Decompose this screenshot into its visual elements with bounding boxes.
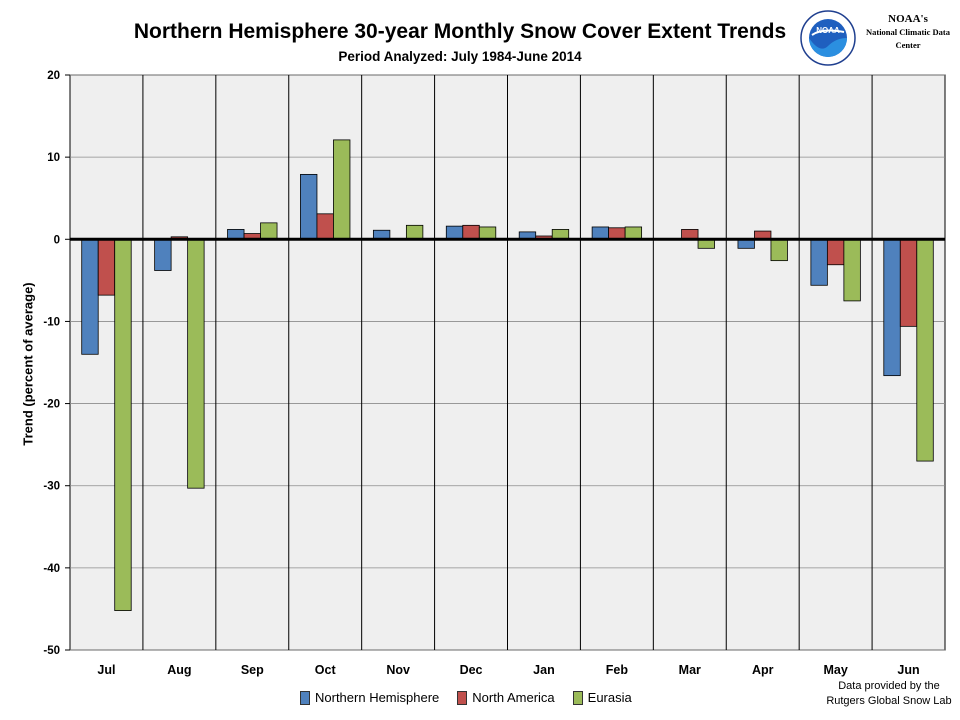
legend-swatch [457, 690, 468, 705]
legend-swatch [572, 690, 583, 705]
bar-eurasia [478, 226, 497, 240]
legend-label: Eurasia [587, 690, 632, 705]
legend-swatch [300, 690, 310, 705]
x-tick-label: Nov [386, 663, 410, 677]
bar-northern-hemisphere [445, 225, 464, 240]
y-tick-label: -20 [43, 399, 60, 411]
x-tick-label: Oct [315, 663, 337, 677]
x-tick-label: Mar [679, 663, 701, 677]
y-tick-label: -30 [43, 481, 60, 493]
org-name-line2: National Climatic Data Center [865, 27, 951, 50]
bar-eurasia [333, 139, 351, 240]
bar-northern-hemisphere [883, 238, 901, 377]
credit-line1: Data provided by the [838, 680, 940, 692]
y-tick-label: 10 [47, 152, 60, 164]
bar-northern-hemisphere [81, 238, 99, 355]
bar-eurasia [916, 238, 934, 462]
bar-eurasia [770, 238, 788, 262]
x-tick-label: Jan [533, 663, 555, 677]
bar-eurasia [260, 222, 278, 240]
bar-northern-hemisphere [810, 238, 828, 286]
org-name-line1: NOAA's [888, 13, 928, 25]
credit-line2: Rutgers Global Snow Lab [826, 695, 952, 707]
bar-north-america [462, 224, 480, 240]
bar-north-america [608, 227, 626, 240]
x-tick-label: Jul [97, 663, 115, 677]
data-credit: Data provided by the Rutgers Global Snow… [820, 679, 958, 709]
bar-north-america [826, 238, 845, 266]
y-tick-label: 20 [47, 70, 60, 82]
y-tick-label: -40 [43, 563, 60, 575]
x-tick-label: Aug [167, 663, 191, 677]
noaa-logo-icon: NOAA [800, 10, 856, 66]
bar-eurasia [843, 238, 861, 302]
legend-item-northern-hemisphere: Northern Hemisphere [300, 690, 439, 705]
chart-subtitle: Period Analyzed: July 1984-June 2014 [338, 49, 582, 64]
x-tick-label: Jun [897, 663, 919, 677]
legend-item-north-america: North America [457, 690, 555, 705]
legend-item-eurasia: Eurasia [572, 690, 632, 705]
bar-eurasia [187, 238, 205, 489]
x-tick-label: Feb [606, 663, 629, 677]
bar-north-america [316, 213, 334, 240]
x-tick-label: Sep [241, 663, 264, 677]
bar-north-america [97, 238, 116, 296]
bar-north-america [899, 238, 918, 327]
noaa-emblem-text: NOAA [816, 26, 840, 35]
bar-eurasia [114, 238, 132, 611]
x-tick-label: May [823, 663, 847, 677]
y-tick-label: -50 [43, 645, 60, 657]
y-tick-label: -10 [43, 316, 60, 328]
legend-label: North America [472, 690, 555, 705]
legend: Northern Hemisphere North America Eurasi… [300, 690, 632, 705]
bar-eurasia [405, 224, 424, 240]
bar-eurasia [624, 226, 643, 240]
x-tick-label: Dec [460, 663, 483, 677]
y-tick-label: 0 [54, 234, 60, 246]
org-name: NOAA's National Climatic Data Center [858, 13, 958, 52]
chart-title: Northern Hemisphere 30-year Monthly Snow… [133, 20, 787, 43]
bar-northern-hemisphere [154, 238, 172, 271]
x-tick-label: Apr [752, 663, 774, 677]
bar-northern-hemisphere [300, 173, 318, 240]
bar-northern-hemisphere [591, 226, 610, 240]
legend-label: Northern Hemisphere [315, 690, 440, 705]
